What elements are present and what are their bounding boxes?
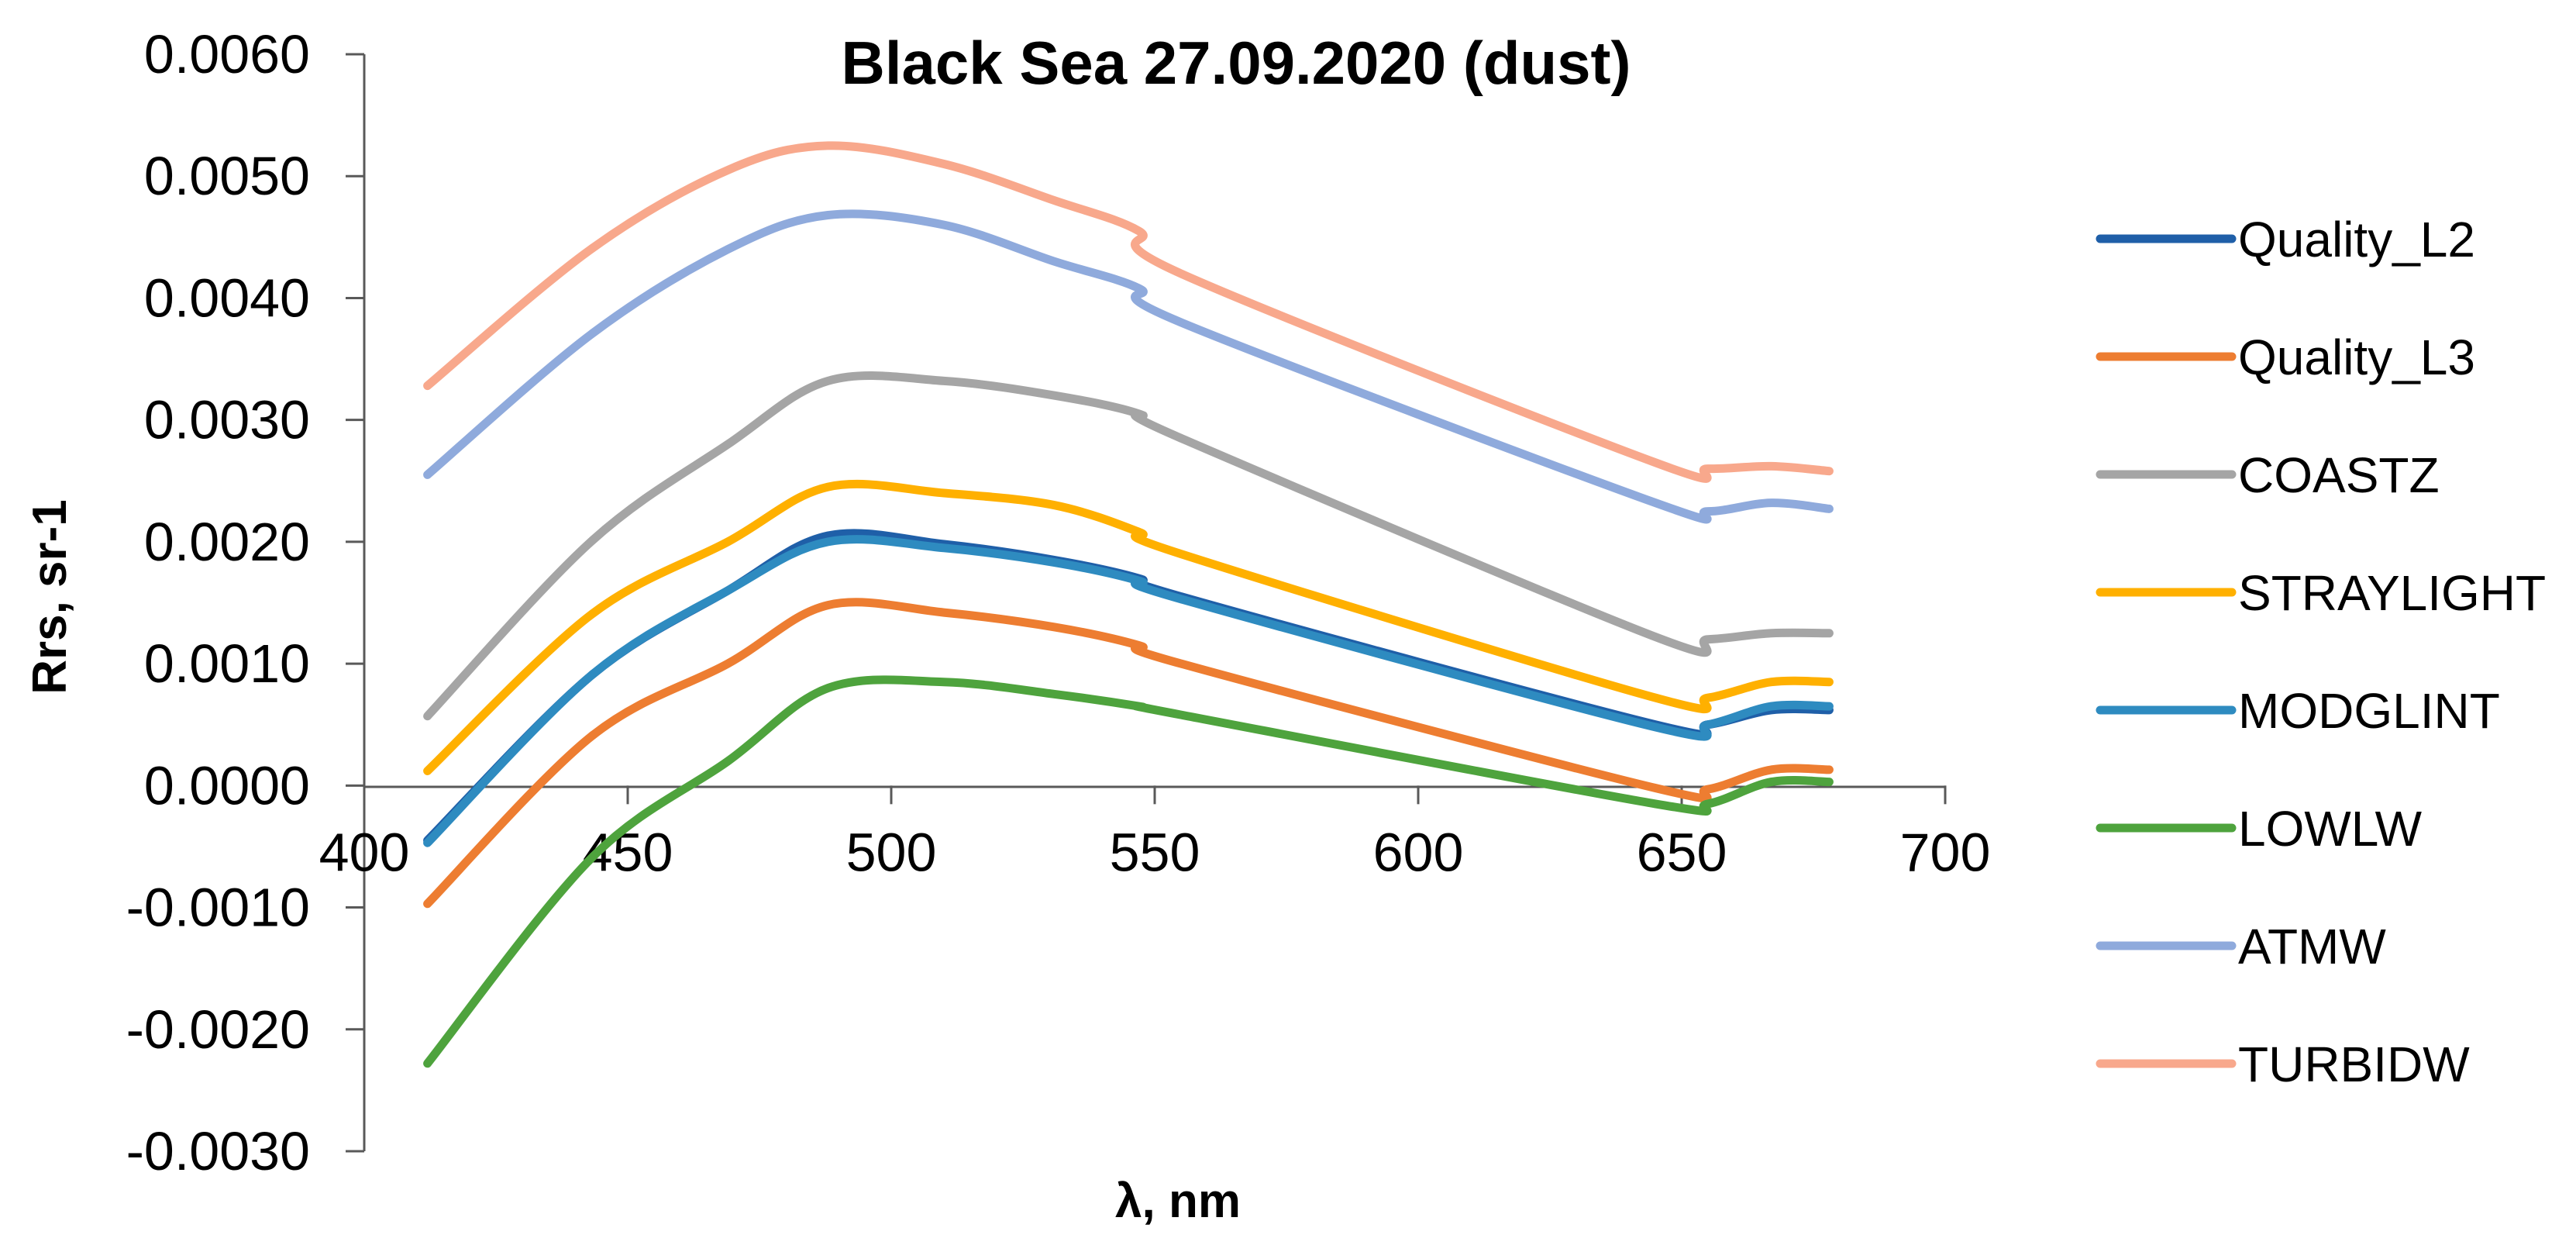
legend-label-modglint: MODGLINT bbox=[2238, 683, 2500, 739]
y-tick-label: 0.0040 bbox=[144, 267, 310, 328]
x-ticks: 400 450 500 550 600 650 700 bbox=[319, 785, 1991, 882]
legend-label-straylight: STRAYLIGHT bbox=[2238, 565, 2546, 621]
x-tick-label: 600 bbox=[1373, 822, 1464, 882]
y-tick-label: -0.0030 bbox=[126, 1121, 310, 1181]
x-tick-label: 500 bbox=[846, 822, 937, 882]
legend-label-lowlw: LOWLW bbox=[2238, 801, 2423, 857]
series-line-quality-l3 bbox=[423, 598, 1834, 909]
x-tick-label: 700 bbox=[1900, 822, 1991, 882]
y-tick-label: -0.0010 bbox=[126, 878, 310, 938]
series-line-modglint bbox=[423, 535, 1834, 847]
y-tick-label: 0.0010 bbox=[144, 633, 310, 694]
y-tick-label: 0.0000 bbox=[144, 755, 310, 816]
y-tick-label: 0.0060 bbox=[144, 24, 310, 85]
series-line-straylight bbox=[423, 479, 1834, 775]
series-line-lowlw bbox=[423, 675, 1834, 1068]
x-tick-label: 400 bbox=[319, 822, 410, 882]
x-tick-label: 650 bbox=[1637, 822, 1727, 882]
x-axis-label: λ, nm bbox=[1115, 1174, 1241, 1228]
y-axis-label: Rrs, sr-1 bbox=[23, 499, 77, 695]
y-tick-label: -0.0020 bbox=[126, 999, 310, 1060]
series-line-coastz bbox=[423, 371, 1834, 721]
legend-label-turbidw: TURBIDW bbox=[2238, 1036, 2470, 1092]
y-tick-label: 0.0030 bbox=[144, 390, 310, 450]
series-line-atmw bbox=[423, 209, 1834, 524]
legend-label-quality-l3: Quality_L3 bbox=[2238, 329, 2475, 385]
legend-label-quality-l2: Quality_L2 bbox=[2238, 212, 2475, 267]
x-tick-label: 550 bbox=[1110, 822, 1200, 882]
y-tick-label: 0.0050 bbox=[144, 146, 310, 206]
legend-label-coastz: COASTZ bbox=[2238, 447, 2440, 503]
legend: Quality_L2 Quality_L3 COASTZ STRAYLIGHT MODG… bbox=[2096, 212, 2546, 1092]
series-line-turbidw bbox=[423, 141, 1834, 483]
series-lines bbox=[423, 141, 1834, 1068]
legend-label-atmw: ATMW bbox=[2238, 919, 2386, 974]
y-tick-label: 0.0020 bbox=[144, 512, 310, 572]
chart-title: Black Sea 27.09.2020 (dust) bbox=[842, 29, 1631, 97]
y-ticks: 0.0060 0.0050 0.0040 0.0030 0.0020 0.0010 0.00… bbox=[126, 24, 364, 1181]
